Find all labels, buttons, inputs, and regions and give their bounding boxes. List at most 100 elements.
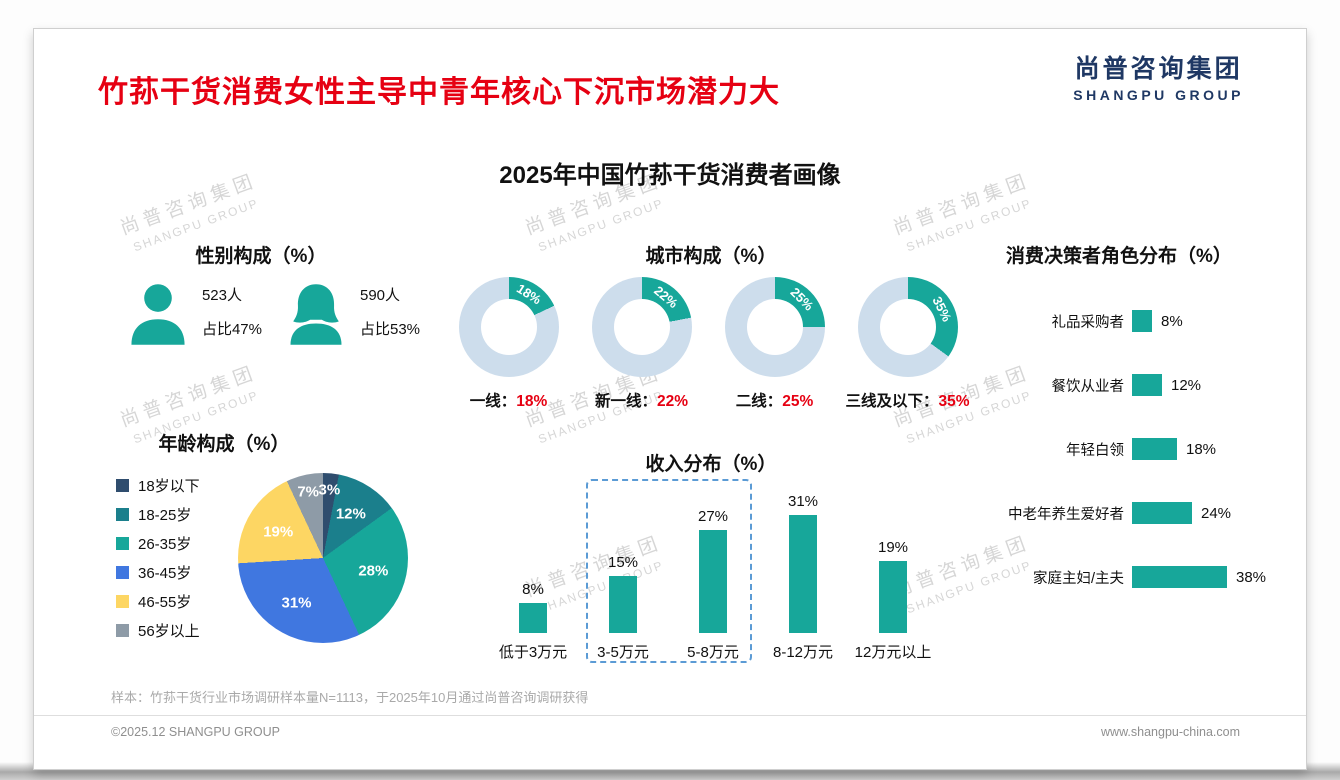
female-person-icon — [282, 275, 350, 355]
role-label: 年轻白领 — [1066, 442, 1124, 459]
age-pie-label: 12% — [335, 505, 366, 523]
income-bar — [879, 560, 907, 633]
legend-label: 18岁以下 — [138, 478, 200, 495]
gender-pictogram: 523人 占比47% 590人 占比53% — [92, 275, 452, 355]
city-name: 二线： — [735, 393, 783, 410]
legend-item: 26-35岁 — [116, 529, 200, 558]
age-pie-label: 28% — [358, 562, 389, 580]
city-donut-value: 35% — [929, 294, 955, 325]
role-value: 18% — [1186, 440, 1217, 458]
age-pie-label: 3% — [318, 481, 341, 499]
footer-website: www.shangpu-china.com — [1101, 725, 1240, 739]
age-pie: 3% 12% 28% 31% 19% 7% — [238, 473, 408, 643]
age-legend-swatch — [116, 595, 129, 608]
age-legend-swatch — [116, 508, 129, 521]
city-donut-value: 18% — [514, 280, 545, 308]
role-bar — [1132, 502, 1192, 524]
role-label: 餐饮从业者 — [1051, 378, 1125, 395]
female-stats: 590人 占比53% — [360, 275, 420, 355]
slide: 尚普咨询集团 SHANGPU GROUP 尚普咨询集团 SHANGPU GROUP … — [33, 28, 1307, 770]
city-donut: 35% — [857, 277, 958, 377]
male-count: 523人 — [201, 287, 242, 304]
legend-label: 18-25岁 — [138, 507, 192, 524]
male-share: 占比47% — [201, 321, 262, 338]
income-category: 3-5万元 — [597, 644, 649, 661]
income-bar-value: 31% — [787, 493, 819, 511]
roles-bar-chart: 礼品采购者 8% 餐饮从业者 12% 年轻白领 18% 中老年养生爱好者 24%… — [982, 289, 1266, 609]
role-label: 家庭主妇/主夫 — [1032, 570, 1124, 587]
role-row: 餐饮从业者 12% — [982, 353, 1266, 417]
role-row: 中老年养生爱好者 24% — [982, 481, 1266, 545]
city-name: 一线： — [469, 393, 517, 410]
roles-section-heading: 消费决策者角色分布（%） — [1006, 246, 1232, 267]
income-category: 5-8万元 — [687, 644, 739, 661]
role-value: 8% — [1161, 312, 1183, 330]
city-donut-cell: 22% 新一线：22% — [575, 277, 708, 411]
city-donut-value: 22% — [651, 282, 682, 312]
income-bar-chart: 8% 15% 27% 31% 19% — [488, 481, 938, 633]
gender-male-group: 523人 占比47% — [124, 275, 262, 355]
city-name: 三线及以下： — [845, 393, 939, 410]
female-count: 590人 — [360, 287, 401, 304]
role-label: 礼品采购者 — [1051, 314, 1125, 331]
income-bar-value: 8% — [522, 580, 544, 598]
income-bar — [699, 530, 727, 633]
role-bar — [1132, 566, 1227, 588]
income-bar-value: 15% — [607, 554, 639, 571]
legend-item: 18-25岁 — [116, 500, 200, 529]
city-pct: 35% — [938, 393, 970, 410]
legend-item: 36-45岁 — [116, 558, 200, 587]
page-title: 竹荪干货消费女性主导中青年核心下沉市场潜力大 — [98, 76, 780, 109]
legend-label: 36-45岁 — [138, 565, 192, 582]
legend-label: 46-55岁 — [138, 594, 192, 611]
city-donut: 25% — [724, 277, 825, 377]
income-category: 12万元以上 — [854, 644, 932, 661]
role-row: 礼品采购者 8% — [982, 289, 1266, 353]
income-category-labels: 低于3万元 3-5万元 5-8万元 8-12万元 12万元以上 — [488, 641, 938, 662]
income-bar-cell: 19% — [848, 481, 938, 633]
income-bar-cell: 31% — [758, 481, 848, 633]
city-donut-cell: 25% 二线：25% — [708, 277, 841, 411]
legend-item: 56岁以上 — [116, 616, 200, 645]
role-value: 24% — [1201, 504, 1232, 522]
role-bar — [1132, 310, 1152, 332]
income-section-heading: 收入分布（%） — [645, 454, 777, 475]
city-pct: 25% — [782, 393, 814, 410]
age-section-heading: 年龄构成（%） — [158, 434, 290, 455]
role-value: 12% — [1171, 376, 1202, 394]
gender-female-group: 590人 占比53% — [282, 275, 420, 355]
age-pie-label: 31% — [281, 594, 312, 612]
chart-title: 2025年中国竹荪干货消费者画像 — [499, 162, 841, 189]
income-bar-cell: 15% — [578, 481, 668, 633]
city-donut-label: 二线：25% — [736, 389, 814, 411]
income-bar-cell: 27% — [668, 481, 758, 633]
sample-note: 样本：竹荪干货行业市场调研样本量N=1113，于2025年10月通过尚普咨询调研… — [111, 690, 589, 705]
male-stats: 523人 占比47% — [202, 275, 262, 355]
age-legend-swatch — [116, 537, 129, 550]
city-pct: 22% — [656, 393, 689, 410]
age-legend-swatch — [116, 566, 129, 579]
income-category: 低于3万元 — [498, 644, 568, 661]
age-legend: 18岁以下 18-25岁 26-35岁 36-45岁 46-55岁 56岁以上 — [116, 471, 200, 645]
gender-section-heading: 性别构成（%） — [195, 246, 327, 267]
income-bar-value: 27% — [697, 508, 729, 526]
legend-item: 46-55岁 — [116, 587, 200, 616]
role-bar — [1132, 374, 1162, 396]
income-category: 8-12万元 — [772, 644, 834, 661]
role-row: 家庭主妇/主夫 38% — [982, 545, 1266, 609]
city-pct: 18% — [516, 393, 548, 410]
income-highlight-box — [586, 479, 752, 663]
income-bar-cell: 8% — [488, 481, 578, 633]
logo: 尚普咨询集团 SHANGPU GROUP — [1073, 49, 1244, 103]
role-value: 38% — [1236, 568, 1267, 586]
city-donut-chart: 18% 一线：18% 22% 新一线：22% 25% 二线：25% 35% 三线… — [442, 277, 974, 411]
legend-item: 18岁以下 — [116, 471, 200, 500]
role-row: 年轻白领 18% — [982, 417, 1266, 481]
age-pie-label: 7% — [297, 483, 319, 501]
city-donut-label: 一线：18% — [470, 389, 548, 411]
logo-cn: 尚普咨询集团 — [1074, 55, 1243, 83]
income-bar-value: 19% — [877, 538, 909, 556]
footer-divider — [34, 715, 1306, 716]
city-section-heading: 城市构成（%） — [645, 246, 777, 267]
income-bar — [789, 515, 817, 633]
